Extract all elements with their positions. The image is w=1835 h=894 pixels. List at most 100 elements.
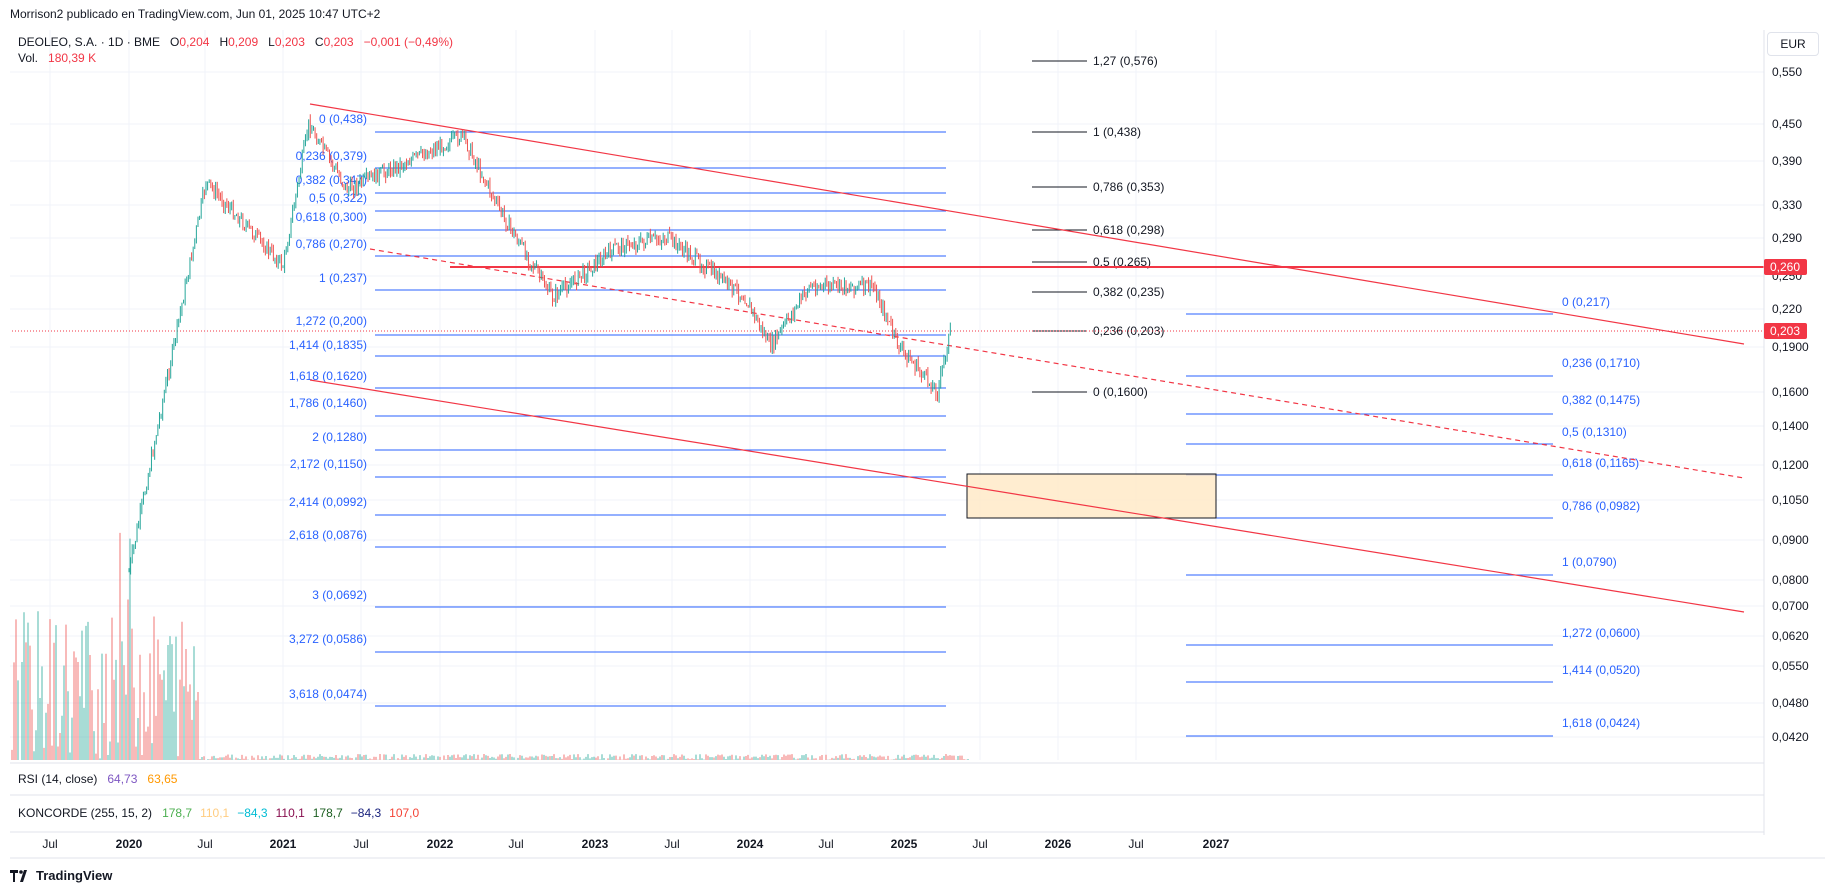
y-tick-label: 0,0480 <box>1772 696 1809 710</box>
y-tick-label: 0,330 <box>1772 198 1802 212</box>
x-tick-label: Jul <box>664 837 679 851</box>
grid <box>10 30 1764 760</box>
target-zone[interactable] <box>966 473 1217 519</box>
fib-mid-label: 0,786 (0,353) <box>1093 180 1164 194</box>
rsi-ma-value: 63,65 <box>147 772 178 786</box>
lower-trendline <box>309 379 1745 613</box>
fib-mid-label: 0 (0,1600) <box>1093 385 1148 399</box>
symbol-name[interactable]: DEOLEO, S.A. · 1D · BME <box>18 35 161 49</box>
koncorde-legend[interactable]: KONCORDE (255, 15, 2) 178,7 110,1 −84,3 110… <box>18 806 427 820</box>
fib-left-label: 1,786 (0,1460) <box>289 396 367 410</box>
fib-right-label: 1,272 (0,0600) <box>1562 626 1640 640</box>
fib-left-label: 3,272 (0,0586) <box>289 632 367 646</box>
koncorde-value: 107,0 <box>389 806 420 820</box>
fib-left-label: 0,618 (0,300) <box>296 210 367 224</box>
published-info: Morrison2 publicado en TradingView.com, … <box>10 7 381 21</box>
fib-left-label: 3,618 (0,0474) <box>289 687 367 701</box>
fib-left-label: 2,172 (0,1150) <box>290 457 367 471</box>
x-tick-label: Jul <box>1128 837 1143 851</box>
x-tick-label: Jul <box>197 837 212 851</box>
y-tick-label: 0,550 <box>1772 65 1802 79</box>
y-axis-ticks: 0,5500,4500,3900,3300,2900,2500,2200,190… <box>1772 65 1809 744</box>
y-tick-label: 0,1050 <box>1772 493 1809 507</box>
y-tick-label: 0,0420 <box>1772 730 1809 744</box>
price-tag-last: 0,203 <box>1770 324 1800 338</box>
y-tick-label: 0,0550 <box>1772 659 1809 673</box>
fib-left-label: 1,414 (0,1835) <box>289 338 367 352</box>
koncorde-value: −84,3 <box>350 806 382 820</box>
volume-bars <box>11 532 969 760</box>
legend-volume: Vol. 180,39 K <box>18 51 96 65</box>
fib-left-label: 2,618 (0,0876) <box>289 528 367 542</box>
middle-trendline-dashed <box>369 248 1745 479</box>
fib-mid-label: 1 (0,438) <box>1093 125 1141 139</box>
fib-right-label: 1,618 (0,0424) <box>1562 716 1640 730</box>
koncorde-value: 110,1 <box>200 806 230 820</box>
y-tick-label: 0,0800 <box>1772 573 1809 587</box>
fib-mid-label: 0,5 (0,265) <box>1093 255 1151 269</box>
fib-right-label: 0,236 (0,1710) <box>1562 356 1640 370</box>
x-tick-label: Jul <box>42 837 57 851</box>
axes <box>10 30 1825 859</box>
x-tick-label: 2023 <box>582 837 609 851</box>
y-tick-label: 0,0620 <box>1772 629 1809 643</box>
koncorde-value: −84,3 <box>237 806 268 820</box>
change-value: −0,001 (−0,49%) <box>363 35 454 49</box>
y-tick-label: 0,390 <box>1772 154 1802 168</box>
x-tick-label: 2025 <box>891 837 918 851</box>
y-tick-label: 0,1900 <box>1772 340 1809 354</box>
fib-right-label: 1 (0,0790) <box>1562 555 1617 569</box>
low-value: 0,203 <box>274 35 305 49</box>
close-label: C <box>314 35 324 49</box>
fib-mid-label: 0,618 (0,298) <box>1093 223 1164 237</box>
currency-button[interactable]: EUR <box>1767 32 1819 56</box>
high-label: H <box>219 35 229 49</box>
open-label: O <box>170 35 180 49</box>
fib-right-label: 1,414 (0,0520) <box>1562 663 1640 677</box>
y-tick-label: 0,1400 <box>1772 419 1809 433</box>
fib-left-label: 0 (0,438) <box>319 112 367 126</box>
fib-left-label: 0,5 (0,322) <box>309 191 367 205</box>
high-value: 0,209 <box>228 35 259 49</box>
x-tick-label: 2026 <box>1045 837 1072 851</box>
fib-right-levels[interactable]: 0 (0,217) 0,236 (0,1710) 0,382 (0,1475) 0,5… <box>1186 295 1640 737</box>
fib-left-label: 1 (0,237) <box>319 271 367 285</box>
fib-left-label: 1,272 (0,200) <box>296 314 367 328</box>
y-tick-label: 0,1200 <box>1772 458 1809 472</box>
koncorde-values: 178,7 110,1 −84,3 110,1 178,7 −84,3 107,0 <box>162 806 427 820</box>
price-tags: 0,260 0,203 <box>1764 259 1807 339</box>
x-axis-ticks: Jul 2020 Jul 2021 Jul 2022 Jul 2023 Jul 2024 Jul 20… <box>42 837 1229 851</box>
price-tag-bg <box>1764 323 1807 339</box>
rsi-value: 64,73 <box>107 772 138 786</box>
fib-left-label: 0,382 (0,347) <box>296 173 367 187</box>
y-tick-label: 0,450 <box>1772 117 1802 131</box>
price-tag-resistance: 0,260 <box>1770 260 1800 274</box>
fib-right-label: 0,786 (0,0982) <box>1562 499 1640 513</box>
fib-left-levels[interactable]: 0 (0,438)0,236 (0,379)0,382 (0,347)0,5 (… <box>289 112 946 707</box>
rsi-legend[interactable]: RSI (14, close) 64,73 63,65 <box>18 772 177 786</box>
x-tick-label: 2022 <box>427 837 454 851</box>
tradingview-logo[interactable]: TradingView <box>10 868 112 883</box>
fib-right-label: 0,618 (0,1165) <box>1562 456 1639 470</box>
y-tick-label: 0,0700 <box>1772 599 1809 613</box>
brand-name: TradingView <box>36 868 113 883</box>
x-tick-label: 2021 <box>270 837 297 851</box>
tradingview-logo-icon <box>10 869 27 882</box>
low-label: L <box>268 35 275 49</box>
x-tick-label: Jul <box>818 837 833 851</box>
x-tick-label: Jul <box>508 837 523 851</box>
open-value: 0,204 <box>179 35 210 49</box>
trendlines[interactable] <box>12 103 1764 613</box>
fib-left-label: 0,786 (0,270) <box>296 237 367 251</box>
close-value: 0,203 <box>323 35 354 49</box>
fib-left-label: 2,414 (0,0992) <box>289 495 367 509</box>
y-tick-label: 0,290 <box>1772 231 1802 245</box>
y-tick-label: 0,0900 <box>1772 533 1809 547</box>
fib-right-label: 0 (0,217) <box>1562 295 1610 309</box>
koncorde-value: 110,1 <box>275 806 305 820</box>
x-tick-label: 2020 <box>116 837 143 851</box>
fib-right-label: 0,382 (0,1475) <box>1562 393 1640 407</box>
fib-left-label: 3 (0,0692) <box>312 588 367 602</box>
fib-mid-label: 0,382 (0,235) <box>1093 285 1164 299</box>
